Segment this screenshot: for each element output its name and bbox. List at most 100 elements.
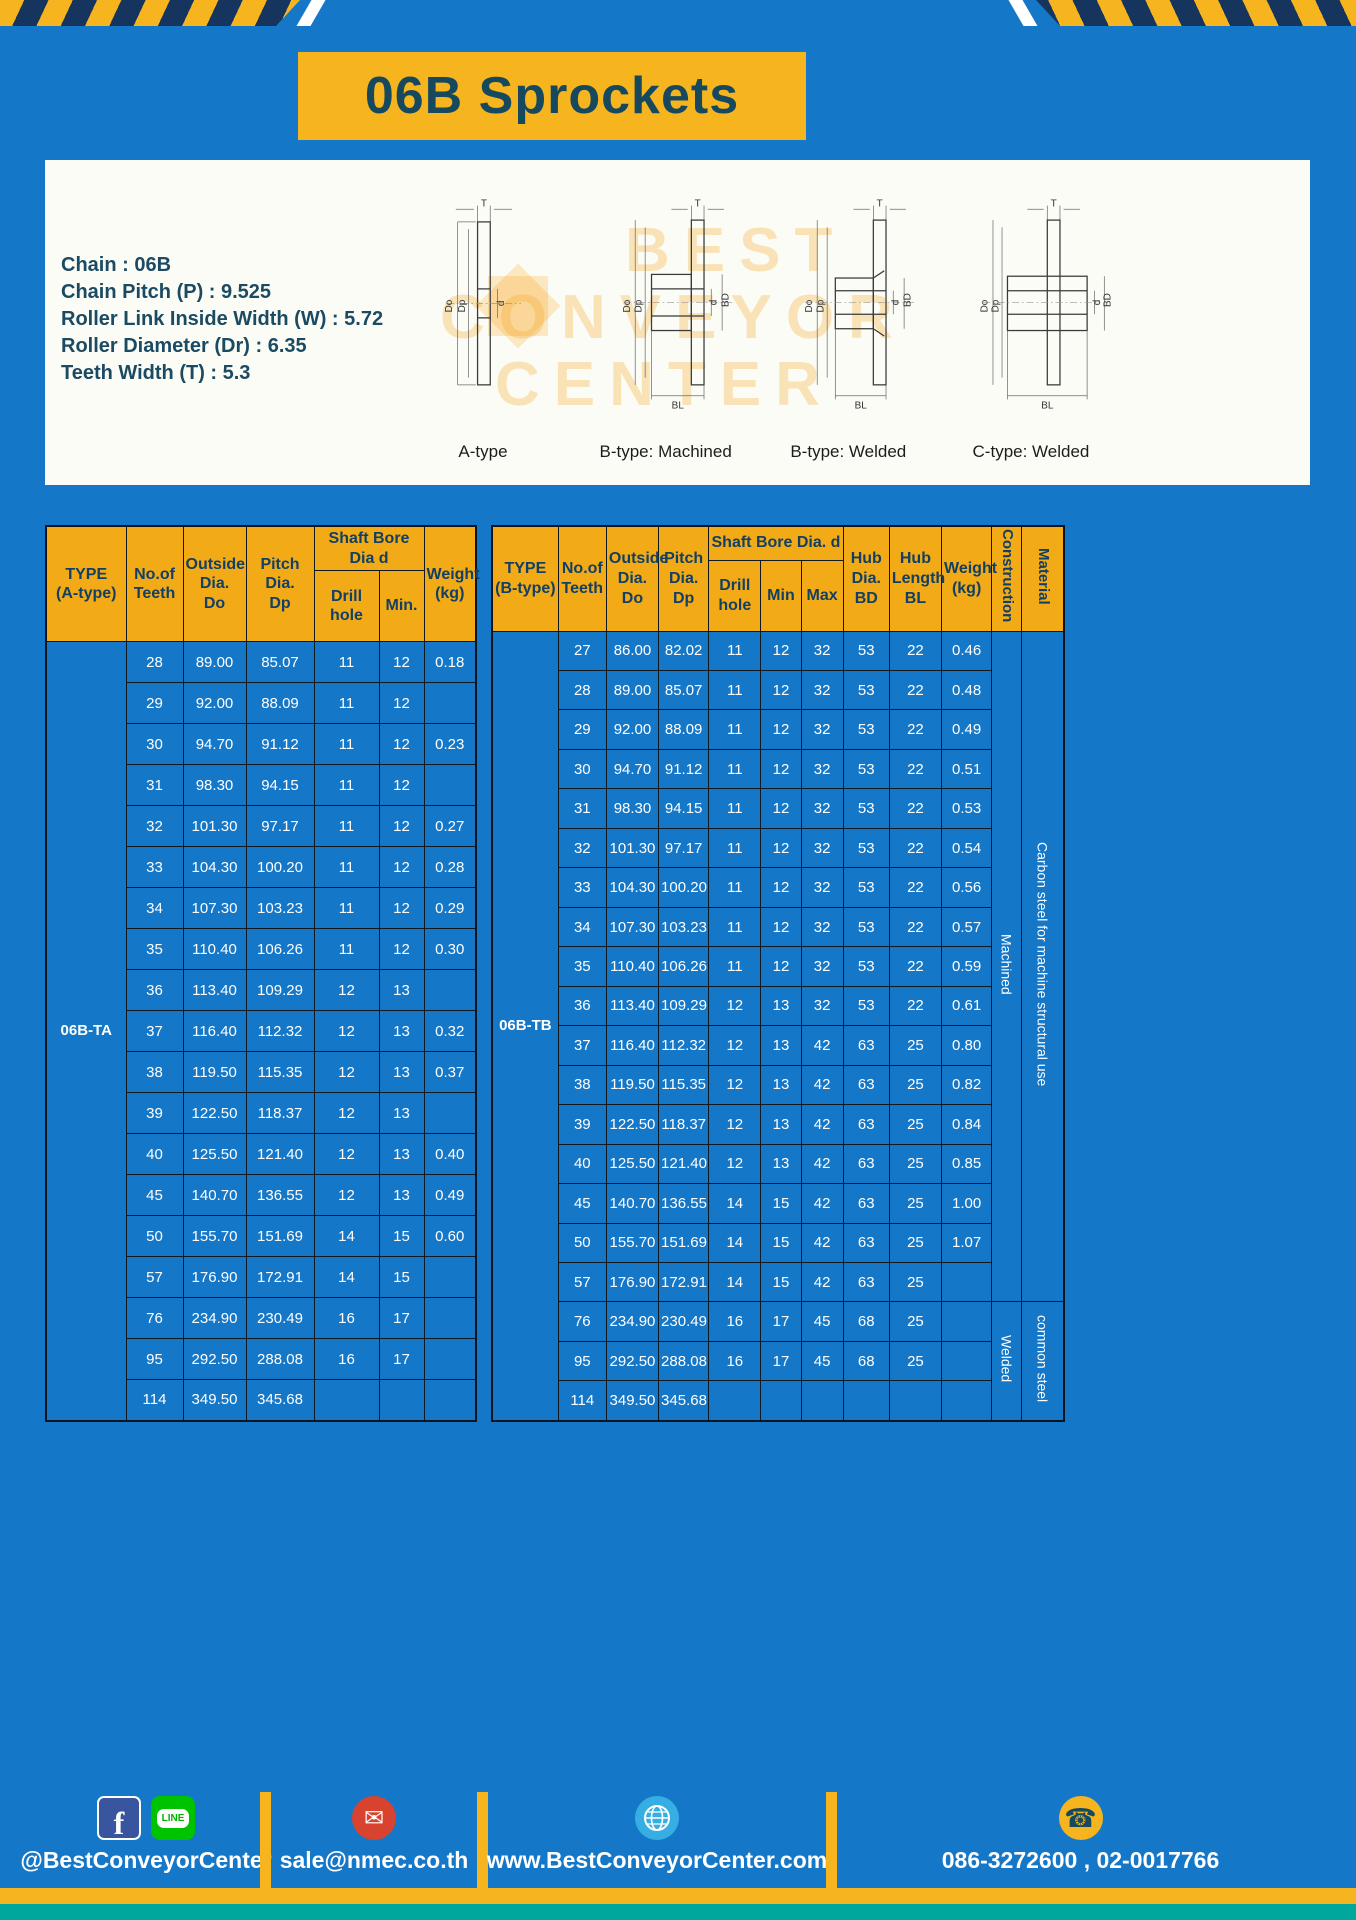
dim-label-dp: Dp — [816, 299, 827, 312]
data-cell: 13 — [378, 1174, 425, 1217]
data-cell: 11 — [313, 682, 380, 725]
data-cell: 45 — [125, 1174, 184, 1217]
dim-label-do: Do — [444, 299, 455, 312]
data-cell: 36 — [125, 969, 184, 1012]
table-row: 30 94.70 91.12 11 12 0.23 — [46, 723, 477, 766]
data-cell: 0.53 — [941, 788, 993, 829]
data-cell: 25 — [888, 1025, 943, 1066]
data-cell: 16 — [313, 1338, 380, 1381]
data-cell: 15 — [760, 1222, 802, 1264]
data-cell: 88.09 — [658, 709, 710, 750]
data-cell: 103.23 — [658, 906, 710, 948]
data-cell — [423, 1297, 477, 1340]
data-cell: 11 — [313, 928, 380, 971]
data-cell: 36 — [557, 985, 607, 1027]
data-cell: 22 — [888, 630, 943, 671]
email-icon[interactable]: ✉ — [352, 1796, 396, 1840]
data-cell: 122.50 — [182, 1092, 247, 1135]
data-cell: 12 — [378, 723, 425, 766]
dim-label-do: Do — [621, 299, 632, 312]
table-row: 35 110.40 106.26 11 12 32 53 22 0.59 — [492, 946, 1064, 987]
data-cell: 30 — [557, 748, 607, 790]
data-cell: 22 — [888, 709, 943, 750]
data-cell: 50 — [125, 1215, 184, 1258]
data-cell: 13 — [760, 1104, 802, 1145]
line-label: LINE — [156, 1808, 190, 1828]
data-cell: 63 — [842, 1025, 890, 1066]
data-cell: 42 — [800, 1261, 844, 1303]
data-cell — [842, 1380, 890, 1422]
col-header-pitch-dia: Pitch Dia. Dp — [658, 525, 710, 632]
table-row: 34 107.30 103.23 11 12 32 53 22 0.57 — [492, 906, 1064, 948]
email-address[interactable]: sale@nmec.co.th — [279, 1847, 469, 1873]
bottom-teal-bar — [0, 1904, 1356, 1920]
data-cell: 11 — [708, 709, 762, 750]
data-cell: 16 — [708, 1340, 762, 1382]
data-cell: 17 — [378, 1297, 425, 1340]
data-cell: 53 — [842, 985, 890, 1027]
data-cell: 140.70 — [182, 1174, 247, 1217]
table-row: 76 234.90 230.49 16 17 — [46, 1297, 477, 1340]
data-cell: 101.30 — [605, 827, 660, 869]
data-cell: 0.29 — [423, 887, 477, 930]
col-header-hub-dia: Hub Dia. BD — [842, 525, 890, 632]
data-cell: 14 — [708, 1183, 762, 1224]
data-cell: 11 — [708, 669, 762, 711]
data-cell: 176.90 — [605, 1261, 660, 1303]
line-icon[interactable]: LINE — [151, 1796, 195, 1840]
facebook-handle[interactable]: @BestConveyorCenter — [20, 1847, 272, 1873]
data-cell — [800, 1380, 844, 1422]
watermark-line: BEST — [625, 216, 847, 285]
dim-label-dp: Dp — [457, 299, 468, 312]
footer-divider — [477, 1792, 488, 1888]
facebook-icon[interactable]: f — [97, 1796, 141, 1840]
col-header-construction: Construction — [991, 525, 1023, 632]
drawing-a-type: T Do Dp d A-type — [397, 176, 569, 462]
data-cell: 12 — [708, 985, 762, 1027]
phone-numbers[interactable]: 086-3272600 , 02-0017766 — [941, 1847, 1220, 1873]
data-cell: 155.70 — [605, 1222, 660, 1264]
data-cell: 0.84 — [941, 1104, 993, 1145]
data-cell: 92.00 — [182, 682, 247, 725]
data-cell — [423, 1338, 477, 1381]
data-cell: 32 — [800, 867, 844, 908]
data-cell: 11 — [313, 723, 380, 766]
data-cell: 12 — [760, 906, 802, 948]
page-title: 06B Sprockets — [364, 67, 740, 125]
data-cell: 25 — [888, 1104, 943, 1145]
data-cell: 0.32 — [423, 1010, 477, 1053]
data-cell: 292.50 — [605, 1340, 660, 1382]
data-cell: 53 — [842, 867, 890, 908]
globe-icon[interactable] — [635, 1796, 679, 1840]
footer-phone-section: ☎ 086-3272600 , 02-0017766 — [837, 1792, 1324, 1888]
data-cell: 113.40 — [605, 985, 660, 1027]
data-cell: 11 — [313, 805, 380, 848]
table-row: 114 349.50 345.68 — [492, 1380, 1064, 1422]
data-cell: 151.69 — [658, 1222, 710, 1264]
data-cell: 31 — [557, 788, 607, 829]
website-url[interactable]: www.BestConveyorCenter.com — [486, 1847, 828, 1873]
drawing-c-type-welded: T Do Dp d BD BL — [945, 176, 1117, 462]
data-cell: 40 — [557, 1143, 607, 1185]
vertical-group-cell: Welded — [991, 1301, 1023, 1422]
data-cell: 76 — [557, 1301, 607, 1342]
data-cell: 176.90 — [182, 1256, 247, 1299]
table-row: 95 292.50 288.08 16 17 — [46, 1338, 477, 1381]
data-cell: 32 — [125, 805, 184, 848]
dim-label-bd: BD — [1103, 293, 1114, 307]
data-cell — [423, 1379, 477, 1422]
data-cell — [378, 1379, 425, 1422]
phone-icon[interactable]: ☎ — [1058, 1796, 1103, 1840]
data-cell: 0.46 — [941, 630, 993, 671]
data-cell — [423, 969, 477, 1012]
data-cell: 25 — [888, 1064, 943, 1106]
b-type-machined-diagram: T Do Dp d BD BL — [621, 199, 732, 411]
data-cell: 42 — [800, 1143, 844, 1185]
data-cell: 15 — [378, 1215, 425, 1258]
data-cell: 110.40 — [182, 928, 247, 971]
col-header-teeth: No.of Teeth — [557, 525, 607, 632]
data-cell: 32 — [557, 827, 607, 869]
data-cell: 12 — [313, 1051, 380, 1094]
data-cell: 13 — [378, 1092, 425, 1135]
data-cell: 53 — [842, 827, 890, 869]
